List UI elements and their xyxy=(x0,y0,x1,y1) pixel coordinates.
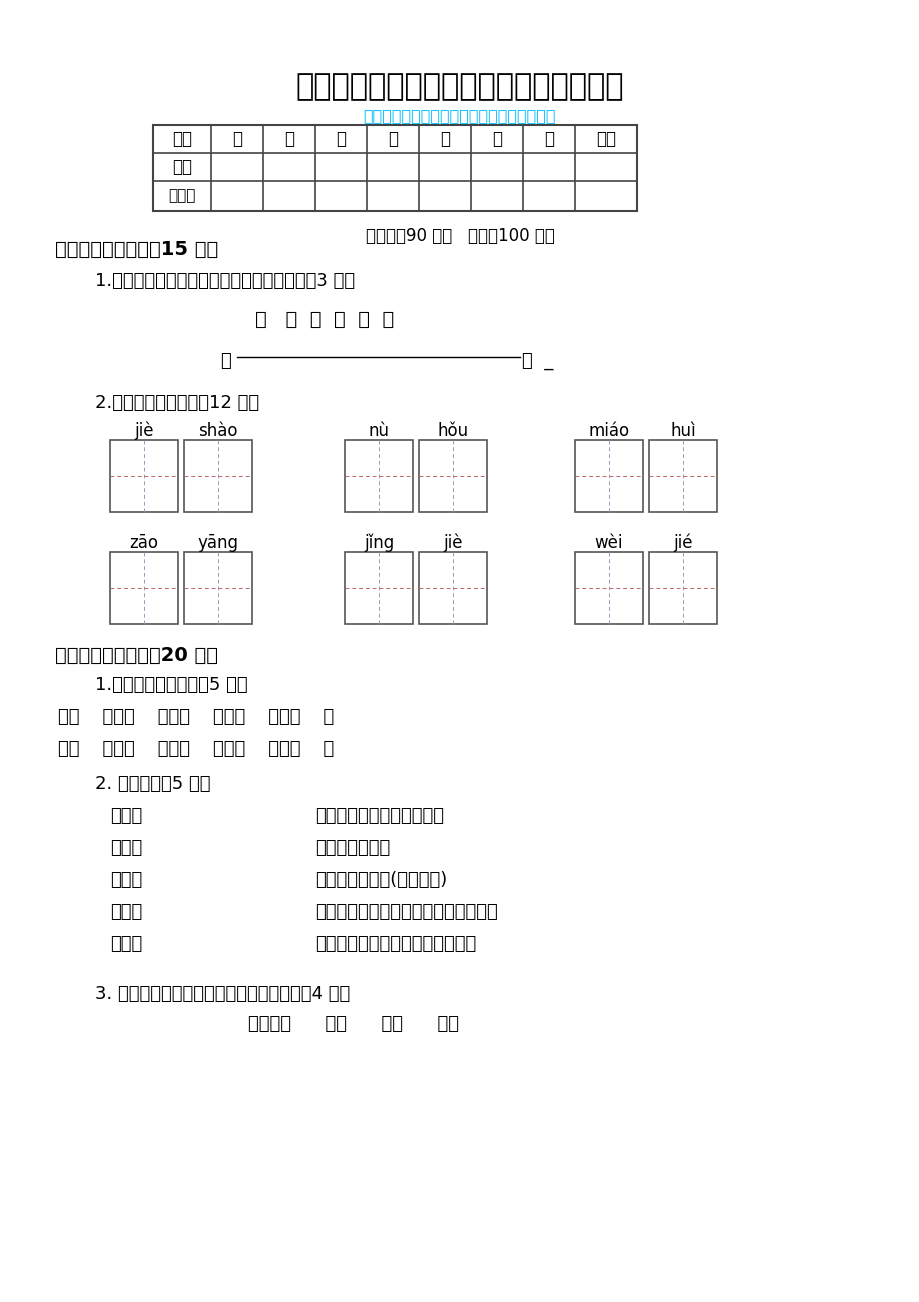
Text: 二、词语快乐家。（20 分）: 二、词语快乐家。（20 分） xyxy=(55,646,218,665)
Text: 变色龙: 变色龙 xyxy=(110,838,142,857)
Text: ）  _: ） _ xyxy=(521,352,552,370)
Text: 铁公鸡: 铁公鸡 xyxy=(110,871,142,889)
Text: 应声虫: 应声虫 xyxy=(110,904,142,921)
Text: 议（    ）识（    ）热（    ）说（    ）允（    ）: 议（ ）识（ ）热（ ）说（ ）允（ ） xyxy=(58,740,334,758)
Bar xyxy=(153,125,636,211)
Text: 比喻外表强大凶狠而实际空虚无力的人: 比喻外表强大凶狠而实际空虚无力的人 xyxy=(314,904,497,921)
Text: 2.读拼音，写汉字。（12 分）: 2.读拼音，写汉字。（12 分） xyxy=(95,395,259,411)
Text: 六: 六 xyxy=(492,130,502,148)
Text: 一、生字积累吧。（15 分）: 一、生字积累吧。（15 分） xyxy=(55,240,218,259)
Text: （时间：90 分钟   分值：100 分）: （时间：90 分钟 分值：100 分） xyxy=(365,227,554,245)
Text: （根据最新部编版语文四年级下册教材编写）: （根据最新部编版语文四年级下册教材编写） xyxy=(363,108,556,122)
Bar xyxy=(110,552,177,624)
Text: wèi: wèi xyxy=(594,534,622,552)
Text: 五: 五 xyxy=(439,130,449,148)
Bar xyxy=(648,552,716,624)
Text: 四: 四 xyxy=(388,130,398,148)
Text: miáo: miáo xyxy=(588,422,629,440)
Text: 1.比一比，再组词。（5 分）: 1.比一比，再组词。（5 分） xyxy=(95,676,247,694)
Text: 哈巴狗: 哈巴狗 xyxy=(110,935,142,953)
Text: 二: 二 xyxy=(284,130,294,148)
Bar xyxy=(574,552,642,624)
Text: jǐng: jǐng xyxy=(364,534,393,552)
Text: 咕咚咕咚      叽叽      略略      叽叽: 咕咚咕咚 叽叽 略略 叽叽 xyxy=(248,1016,459,1032)
Text: 题序: 题序 xyxy=(172,130,192,148)
Text: nù: nù xyxy=(369,422,389,440)
Text: 仪（    ）帜（    ）垫（    ）悦（    ）充（    ）: 仪（ ）帜（ ）垫（ ）悦（ ）充（ ） xyxy=(58,708,334,727)
Text: zāo: zāo xyxy=(130,534,158,552)
Text: 1.根据音序的先后顺序，排列下面的汉字。（3 分）: 1.根据音序的先后顺序，排列下面的汉字。（3 分） xyxy=(95,272,355,290)
Text: shào: shào xyxy=(198,422,237,440)
Bar xyxy=(345,552,413,624)
Text: 纸老虎: 纸老虎 xyxy=(110,807,142,825)
Bar xyxy=(574,440,642,512)
Text: 评卷人: 评卷人 xyxy=(168,189,196,203)
Text: 2. 连一连。（5 分）: 2. 连一连。（5 分） xyxy=(95,775,210,793)
Bar xyxy=(345,440,413,512)
Text: 一: 一 xyxy=(232,130,242,148)
Text: jiè: jiè xyxy=(134,422,153,440)
Bar xyxy=(648,440,716,512)
Text: 称随声附和的人(含鄙视意): 称随声附和的人(含鄙视意) xyxy=(314,871,447,889)
Bar xyxy=(418,552,486,624)
Text: 比喻一毛不拔非常吝啬的人: 比喻一毛不拔非常吝啬的人 xyxy=(314,807,444,825)
Text: 三: 三 xyxy=(335,130,346,148)
Text: 得分: 得分 xyxy=(172,158,192,176)
Text: （: （ xyxy=(220,352,231,370)
Text: 总分: 总分 xyxy=(596,130,616,148)
Bar xyxy=(110,440,177,512)
Text: jié: jié xyxy=(673,534,692,552)
Bar xyxy=(184,552,252,624)
Text: 覆   绫  捷  挽  垫  恒: 覆 绫 捷 挽 垫 恒 xyxy=(255,310,394,329)
Text: 七: 七 xyxy=(543,130,553,148)
Text: hǒu: hǒu xyxy=(437,422,468,440)
Text: 比喻在政治上善于变化和伪装的人: 比喻在政治上善于变化和伪装的人 xyxy=(314,935,476,953)
Text: yāng: yāng xyxy=(198,534,238,552)
Text: 比喻驯顺的奴才: 比喻驯顺的奴才 xyxy=(314,838,390,857)
Bar xyxy=(418,440,486,512)
Text: jiè: jiè xyxy=(443,534,462,552)
Text: huì: huì xyxy=(669,422,695,440)
Text: 最新部编版语文四年级下学期期末检测题: 最新部编版语文四年级下学期期末检测题 xyxy=(295,72,624,102)
Text: 3. 对号入座（选择表示声音的词填空）。（4 分）: 3. 对号入座（选择表示声音的词填空）。（4 分） xyxy=(95,986,350,1003)
Bar xyxy=(184,440,252,512)
